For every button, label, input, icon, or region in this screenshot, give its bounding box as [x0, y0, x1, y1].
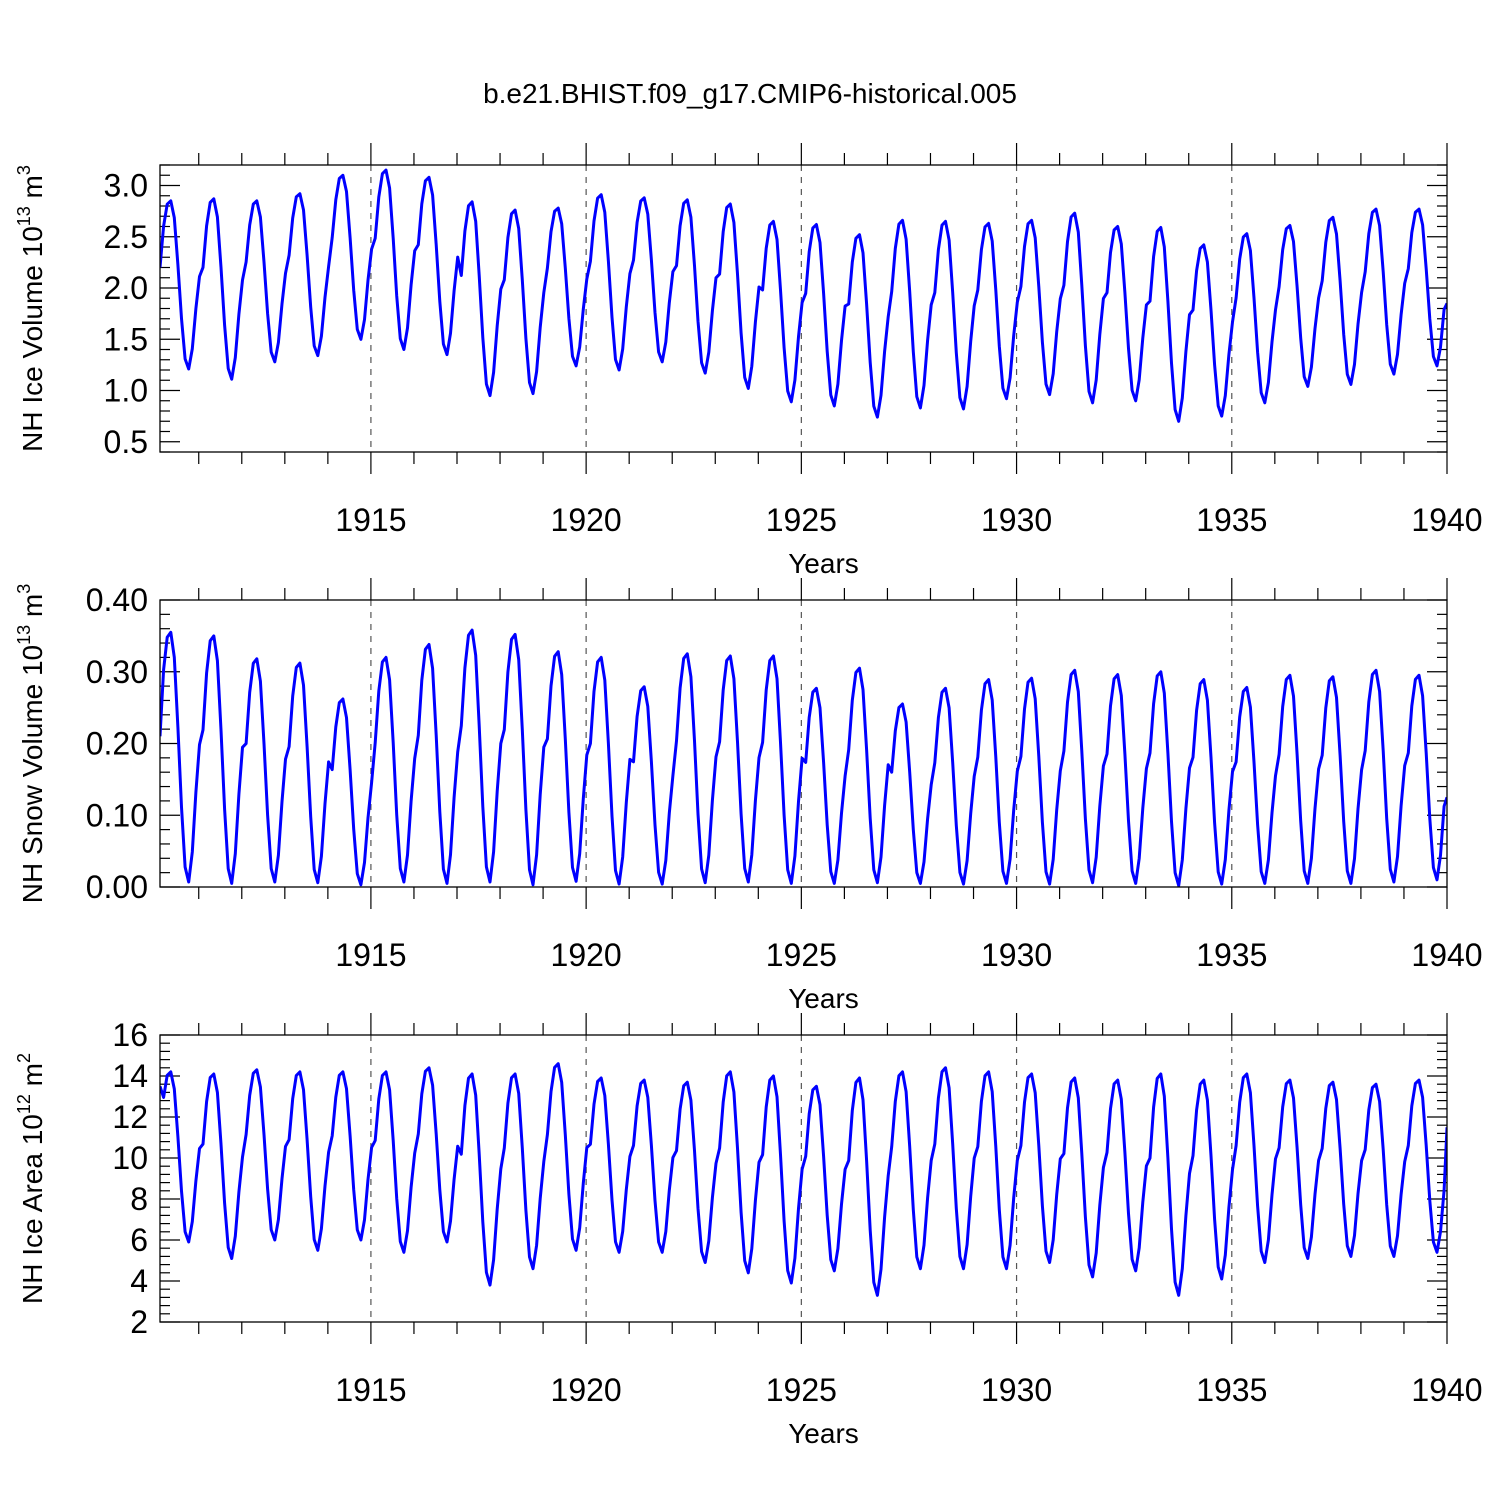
x-axis-label: Years — [788, 1418, 859, 1449]
x-tick-label: 1940 — [1411, 937, 1482, 973]
y-tick-label: 12 — [112, 1099, 148, 1135]
plot-frame — [159, 164, 1448, 453]
x-tick-label: 1935 — [1196, 1372, 1267, 1408]
x-tick-label: 1920 — [551, 1372, 622, 1408]
y-tick-label: 4 — [130, 1263, 148, 1299]
y-tick-label: 14 — [112, 1058, 148, 1094]
x-tick-label: 1930 — [981, 1372, 1052, 1408]
panels: 0.5 1.0 1.5 2.0 2.5 3.0 1915 1920 1925 1930 1935 19… — [14, 143, 1483, 1449]
x-axis-label: Years — [788, 983, 859, 1014]
y-tick-label: 10 — [112, 1140, 148, 1176]
x-axis-label: Years — [788, 548, 859, 579]
y-tick-label: 1.0 — [104, 373, 148, 409]
y-axis-label: NH Ice Volume 1013 m3 — [14, 165, 48, 452]
series-line-nh-snow-volume — [160, 628, 1447, 887]
x-tick-label: 1930 — [981, 937, 1052, 973]
x-tick-label: 1915 — [335, 502, 406, 538]
y-tick-label: 6 — [130, 1222, 148, 1258]
y-tick-label: 2 — [130, 1304, 148, 1340]
y-tick-label: 0.30 — [86, 654, 148, 690]
y-tick-label: 8 — [130, 1181, 148, 1217]
series-line-nh-ice-area — [160, 1062, 1447, 1297]
y-tick-label: 0.20 — [86, 726, 148, 762]
y-axis-label: NH Ice Area 1012 m2 — [14, 1053, 48, 1304]
y-tick-label: 0.00 — [86, 869, 148, 905]
y-axis-label: NH Snow Volume 1013 m3 — [14, 584, 48, 904]
y-tick-label: 1.5 — [104, 321, 148, 357]
x-tick-label: 1935 — [1196, 937, 1267, 973]
x-tick-label: 1925 — [766, 1372, 837, 1408]
x-tick-label: 1940 — [1411, 502, 1482, 538]
plot-frame — [159, 599, 1448, 888]
y-tick-label: 0.40 — [86, 582, 148, 618]
x-tick-label: 1920 — [551, 937, 622, 973]
x-tick-label: 1935 — [1196, 502, 1267, 538]
x-tick-label: 1925 — [766, 937, 837, 973]
panel-1: 0.5 1.0 1.5 2.0 2.5 3.0 1915 1920 1925 1930 1935 19… — [14, 143, 1483, 579]
panel-3: 2 4 6 8 10 12 14 16 1915 1920 1925 1930 1935 1940 Year… — [14, 1013, 1483, 1449]
x-tick-label: 1925 — [766, 502, 837, 538]
panel-2: 0.00 0.10 0.20 0.30 0.40 1915 1920 1925 1930 1935… — [14, 578, 1483, 1014]
x-tick-label: 1940 — [1411, 1372, 1482, 1408]
y-tick-label: 0.5 — [104, 424, 148, 460]
y-tick-label: 16 — [112, 1017, 148, 1053]
y-tick-label: 3.0 — [104, 168, 148, 204]
chart-title: b.e21.BHIST.f09_g17.CMIP6-historical.005 — [483, 78, 1017, 109]
plot-frame — [159, 1034, 1448, 1323]
y-tick-label: 2.5 — [104, 219, 148, 255]
series-line-nh-ice-volume — [160, 168, 1447, 423]
y-tick-label: 2.0 — [104, 270, 148, 306]
y-tick-label: 0.10 — [86, 797, 148, 833]
x-tick-label: 1930 — [981, 502, 1052, 538]
x-tick-label: 1915 — [335, 1372, 406, 1408]
x-tick-label: 1920 — [551, 502, 622, 538]
x-tick-label: 1915 — [335, 937, 406, 973]
